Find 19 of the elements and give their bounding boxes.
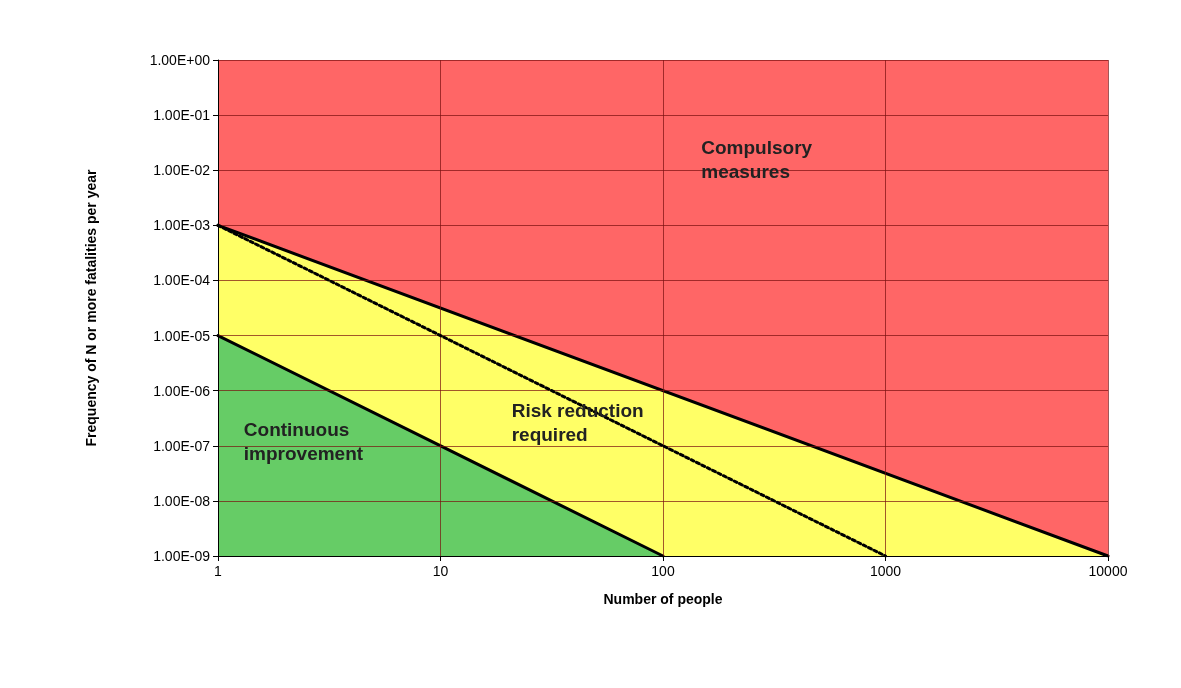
y-axis-title: Frequency of N or more fatalities per year bbox=[83, 168, 99, 447]
y-tick-label: 1.00E-05 bbox=[153, 327, 211, 344]
x-axis-title: Number of people bbox=[603, 591, 723, 607]
annotation: Continuous improvement bbox=[243, 419, 364, 465]
x-tick-label: 10 bbox=[432, 563, 449, 579]
y-tick-label: 1.00E-07 bbox=[153, 437, 211, 454]
y-tick-label: 1.00E-06 bbox=[153, 382, 211, 399]
y-tick-label: 1.00E-02 bbox=[153, 162, 211, 179]
y-tick-label: 1.00E+00 bbox=[149, 52, 211, 68]
annotation: Compulsory measures bbox=[701, 136, 813, 182]
y-tick-label: 1.00E-01 bbox=[153, 107, 211, 124]
y-tick-label: 1.00E-04 bbox=[153, 272, 211, 289]
x-tick-label: 1 bbox=[214, 563, 223, 579]
x-tick-label: 1000 bbox=[869, 563, 902, 579]
y-tick-label: 1.00E-09 bbox=[153, 548, 211, 564]
x-tick-label: 100 bbox=[651, 563, 675, 579]
y-tick-label: 1.00E-08 bbox=[153, 492, 211, 509]
x-tick-label: 10000 bbox=[1088, 563, 1128, 579]
y-tick-label: 1.00E-03 bbox=[153, 217, 211, 234]
